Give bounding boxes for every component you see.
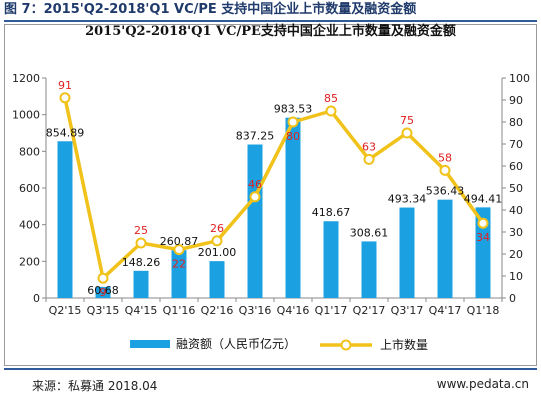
y-left-tick-label: 1000 [12,109,40,122]
bar-value-label: 60.68 [87,284,119,297]
line-point [439,164,451,176]
bar-value-label: 260.87 [160,235,199,248]
bar [57,141,73,298]
figure-caption: 图 7：2015'Q2-2018'Q1 VC/PE 支持中国企业上市数量及融资金… [4,2,537,22]
line-point [249,191,261,203]
line-point [211,235,223,247]
line-point [97,272,109,284]
line-point [59,92,71,104]
chart-title: 2015'Q2-2018'Q1 VC/PE支持中国企业上市数量及融资金额 [85,24,456,39]
y-right-tick-label: 80 [509,116,523,129]
y-right-tick-label: 30 [509,226,523,239]
y-right-tick-label: 90 [509,94,523,107]
y-right-tick-label: 70 [509,138,523,151]
line-value-label: 80 [286,130,300,143]
bar [475,207,491,298]
bar [323,221,339,298]
x-tick-label: Q2'16 [201,304,234,317]
line-value-label: 63 [362,140,376,153]
x-tick-label: Q1'17 [315,304,348,317]
bar-value-label: 201.00 [198,246,237,259]
x-tick-label: Q1'16 [163,304,196,317]
bar [437,199,453,298]
y-right-tick-label: 50 [509,182,523,195]
y-right-tick-label: 20 [509,248,523,261]
line-value-label: 85 [324,92,338,105]
bar-value-label: 983.53 [274,103,313,116]
y-left-tick-label: 1200 [12,72,40,85]
bar [285,117,301,299]
x-tick-label: Q3'16 [239,304,272,317]
line-point [477,217,489,229]
bar [399,207,415,298]
bar [133,270,149,298]
y-left-tick-label: 0 [33,292,40,305]
y-right-tick-label: 100 [509,72,530,85]
line-point [135,237,147,249]
bar-value-label: 308.61 [350,226,389,239]
line-value-label: 22 [172,258,186,271]
line-point [363,153,375,165]
bar-value-label: 837.25 [236,130,275,143]
bar-value-label: 494.41 [464,192,503,205]
x-tick-label: Q1'18 [467,304,500,317]
x-tick-label: Q3'17 [391,304,424,317]
chart-frame [4,24,537,366]
line-value-label: 34 [476,231,490,244]
bar-value-label: 418.67 [312,206,351,219]
bar-value-label: 493.34 [388,193,427,206]
website-text: www.pedata.cn [436,377,529,391]
legend-bar-label: 融资额（人民币亿元） [176,336,296,351]
y-right-tick-label: 40 [509,204,523,217]
footer: 来源：私募通 2018.04 www.pedata.cn [4,368,537,398]
y-right-tick-label: 10 [509,270,523,283]
bar-value-label: 854.89 [46,126,85,139]
x-tick-label: Q2'17 [353,304,386,317]
line-point [401,127,413,139]
y-left-tick-label: 200 [19,255,40,268]
x-tick-label: Q4'17 [429,304,462,317]
y-left-tick-label: 600 [19,182,40,195]
y-left-tick-label: 400 [19,219,40,232]
y-right-tick-label: 0 [509,292,516,305]
bar [247,144,263,298]
line-value-label: 91 [58,79,72,92]
bar-value-label: 148.26 [122,256,161,269]
y-right-tick-label: 60 [509,160,523,173]
x-tick-label: Q3'15 [87,304,120,317]
line-value-label: 25 [134,224,148,237]
legend-line-label: 上市数量 [380,337,428,352]
line-point [287,116,299,128]
legend-line-marker [340,339,352,351]
bar-value-label: 536.43 [426,185,465,198]
y-left-tick-label: 800 [19,145,40,158]
legend-bar-swatch [130,340,170,348]
x-tick-label: Q4'16 [277,304,310,317]
source-text: 来源：私募通 2018.04 [32,379,158,393]
line-value-label: 58 [438,151,452,164]
line-value-label: 46 [248,178,262,191]
bar [209,261,225,298]
bar [171,250,187,298]
line-series [63,97,485,280]
bar [361,241,377,298]
line-point [173,244,185,256]
line-value-label: 26 [210,222,224,235]
line-value-label: 9 [100,286,107,299]
line-value-label: 75 [400,114,414,127]
line-point [325,105,337,117]
x-tick-label: Q4'15 [125,304,158,317]
x-tick-label: Q2'15 [49,304,82,317]
bar [95,286,111,298]
